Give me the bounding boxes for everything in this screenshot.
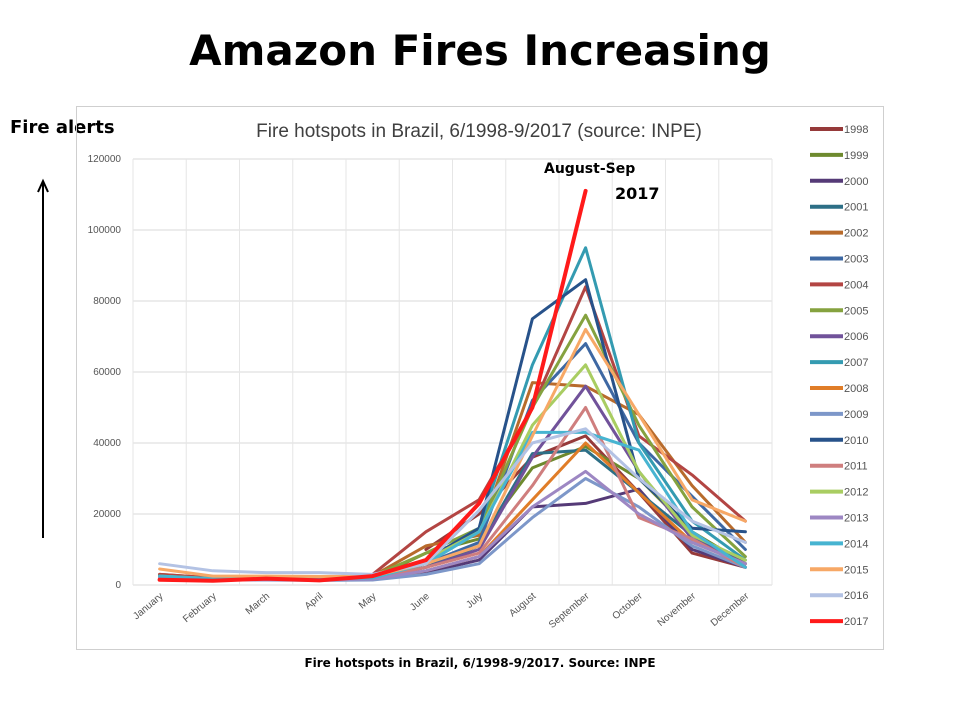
series-line-2015 — [158, 327, 747, 578]
x-tick-label: October — [610, 590, 645, 622]
legend-label-1998: 1998 — [844, 124, 868, 136]
legend-label-2002: 2002 — [844, 228, 868, 240]
x-tick-label: September — [547, 590, 592, 630]
legend-label-2016: 2016 — [844, 590, 868, 602]
legend-label-1999: 1999 — [844, 150, 868, 162]
legend-label-2006: 2006 — [844, 331, 868, 343]
y-tick-label: 80000 — [93, 296, 121, 307]
x-tick-label: April — [303, 591, 325, 612]
legend-label-2000: 2000 — [844, 176, 868, 188]
x-tick-label: August — [507, 591, 538, 620]
legend-label-2010: 2010 — [844, 435, 868, 447]
x-tick-label: June — [408, 591, 432, 614]
legend-label-2014: 2014 — [844, 538, 868, 550]
series-line-2016 — [158, 427, 747, 576]
x-tick-label: March — [244, 591, 272, 617]
y-tick-label: 60000 — [93, 367, 121, 378]
legend-label-2012: 2012 — [844, 487, 868, 499]
legend-label-2005: 2005 — [844, 305, 868, 317]
chart-frame: Fire hotspots in Brazil, 6/1998-9/2017 (… — [76, 106, 884, 650]
legend-label-2001: 2001 — [844, 202, 868, 214]
x-tick-label: February — [181, 591, 219, 625]
up-arrow-icon — [37, 178, 49, 538]
x-tick-label: December — [709, 590, 752, 629]
series-line-1998 — [424, 434, 747, 569]
slide-caption: Fire hotspots in Brazil, 6/1998-9/2017. … — [304, 656, 656, 670]
y-axis-note: Fire alerts — [10, 117, 115, 138]
y-tick-label: 100000 — [88, 225, 122, 236]
legend-label-2008: 2008 — [844, 383, 868, 395]
annotation-line2: 2017 — [615, 184, 660, 203]
legend-label-2007: 2007 — [844, 357, 868, 369]
line-chart: Fire hotspots in Brazil, 6/1998-9/2017 (… — [88, 121, 869, 631]
chart-title: Fire hotspots in Brazil, 6/1998-9/2017 (… — [256, 121, 702, 142]
x-tick-label: May — [357, 591, 379, 612]
legend-label-2004: 2004 — [844, 279, 868, 291]
legend-label-2009: 2009 — [844, 409, 868, 421]
x-tick-label: November — [656, 590, 699, 629]
series-line-2017 — [157, 188, 588, 583]
legend-label-2015: 2015 — [844, 564, 868, 576]
y-tick-label: 40000 — [93, 438, 121, 449]
y-tick-label: 20000 — [93, 509, 121, 520]
y-tick-label: 120000 — [88, 154, 122, 165]
legend-label-2003: 2003 — [844, 254, 868, 266]
slide-title: Amazon Fires Increasing — [189, 26, 771, 75]
x-tick-label: July — [464, 591, 485, 611]
y-tick-label: 0 — [115, 580, 121, 591]
legend-label-2013: 2013 — [844, 513, 868, 525]
legend-label-2017: 2017 — [844, 616, 868, 628]
annotation-line1: August-Sep — [544, 161, 635, 177]
legend-label-2011: 2011 — [844, 461, 868, 473]
x-tick-label: January — [131, 591, 165, 622]
